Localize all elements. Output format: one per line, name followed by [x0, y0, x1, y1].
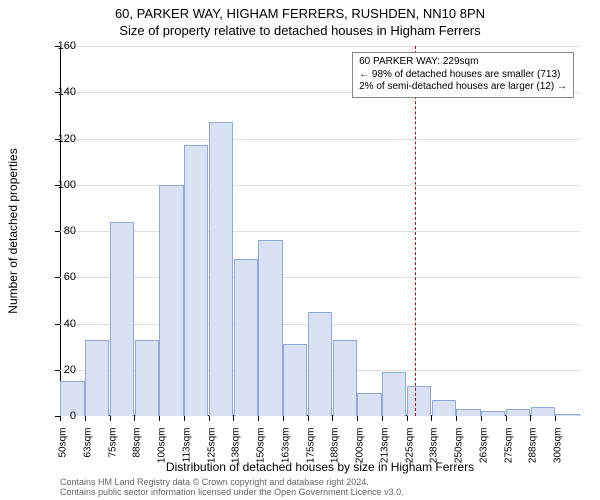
y-tick-label: 160 — [46, 40, 76, 52]
title-sub: Size of property relative to detached ho… — [0, 21, 600, 38]
x-tick-label: 238sqm — [429, 428, 440, 478]
x-tick-label: 175sqm — [305, 428, 316, 478]
grid-line — [60, 231, 580, 232]
x-tick — [407, 416, 408, 421]
histogram-bar — [333, 340, 357, 416]
x-tick — [258, 416, 259, 421]
x-tick-label: 275sqm — [503, 428, 514, 478]
histogram-bar — [432, 400, 456, 416]
x-tick — [506, 416, 507, 421]
x-tick-label: 75sqm — [107, 428, 118, 478]
grid-line — [60, 185, 580, 186]
plot-area: 60 PARKER WAY: 229sqm← 98% of detached h… — [60, 46, 580, 416]
x-tick-label: 188sqm — [330, 428, 341, 478]
x-tick — [456, 416, 457, 421]
x-tick — [530, 416, 531, 421]
x-tick — [481, 416, 482, 421]
x-tick — [308, 416, 309, 421]
x-tick — [159, 416, 160, 421]
histogram-bar — [258, 240, 282, 416]
x-tick-label: 63sqm — [82, 428, 93, 478]
annotation-line: 2% of semi-detached houses are larger (1… — [359, 81, 567, 94]
x-tick-label: 50sqm — [58, 428, 69, 478]
x-tick-label: 163sqm — [280, 428, 291, 478]
footer: Contains HM Land Registry data © Crown c… — [60, 478, 404, 498]
x-tick-label: 250sqm — [454, 428, 465, 478]
histogram-bar — [159, 185, 183, 416]
title-main: 60, PARKER WAY, HIGHAM FERRERS, RUSHDEN,… — [0, 0, 600, 21]
grid-line — [60, 139, 580, 140]
histogram-bar — [308, 312, 332, 416]
x-tick-label: 138sqm — [231, 428, 242, 478]
x-tick — [110, 416, 111, 421]
x-tick — [431, 416, 432, 421]
histogram-bar — [110, 222, 134, 416]
histogram-bar — [506, 409, 530, 416]
x-tick-label: 125sqm — [206, 428, 217, 478]
x-tick — [184, 416, 185, 421]
y-tick-label: 20 — [46, 364, 76, 376]
annotation-line: 60 PARKER WAY: 229sqm — [359, 56, 567, 69]
y-tick-label: 140 — [46, 86, 76, 98]
y-tick-label: 40 — [46, 318, 76, 330]
histogram-bar — [209, 122, 233, 416]
x-tick — [85, 416, 86, 421]
x-tick — [233, 416, 234, 421]
histogram-bar — [456, 409, 480, 416]
x-tick-label: 200sqm — [355, 428, 366, 478]
x-tick — [382, 416, 383, 421]
histogram-bar — [382, 372, 406, 416]
histogram-bar — [555, 414, 579, 416]
y-tick-label: 60 — [46, 271, 76, 283]
x-tick — [283, 416, 284, 421]
x-tick — [332, 416, 333, 421]
x-tick-label: 100sqm — [157, 428, 168, 478]
histogram-bar — [85, 340, 109, 416]
x-tick — [134, 416, 135, 421]
x-tick-label: 113sqm — [181, 428, 192, 478]
x-tick-label: 225sqm — [404, 428, 415, 478]
histogram-bar — [407, 386, 431, 416]
y-tick-label: 100 — [46, 179, 76, 191]
histogram-bar — [184, 145, 208, 416]
x-tick-label: 88sqm — [132, 428, 143, 478]
x-tick — [357, 416, 358, 421]
y-tick-label: 80 — [46, 225, 76, 237]
x-tick-label: 263sqm — [478, 428, 489, 478]
footer-line-2: Contains public sector information licen… — [60, 488, 404, 498]
histogram-bar — [135, 340, 159, 416]
x-tick — [209, 416, 210, 421]
x-tick-label: 213sqm — [379, 428, 390, 478]
histogram-bar — [283, 344, 307, 416]
annotation-line: ← 98% of detached houses are smaller (71… — [359, 69, 567, 82]
x-tick — [555, 416, 556, 421]
x-tick-label: 300sqm — [553, 428, 564, 478]
x-tick-label: 150sqm — [256, 428, 267, 478]
annotation-box: 60 PARKER WAY: 229sqm← 98% of detached h… — [352, 52, 574, 98]
histogram-bar — [234, 259, 258, 416]
histogram-bar — [357, 393, 381, 416]
histogram-bar — [531, 407, 555, 416]
chart-container: 60, PARKER WAY, HIGHAM FERRERS, RUSHDEN,… — [0, 0, 600, 500]
histogram-bar — [481, 411, 505, 416]
y-axis-label: Number of detached properties — [6, 46, 26, 416]
y-tick-label: 120 — [46, 133, 76, 145]
grid-line — [60, 277, 580, 278]
marker-line — [415, 46, 416, 416]
grid-line — [60, 46, 580, 47]
x-tick-label: 288sqm — [528, 428, 539, 478]
y-tick-label: 0 — [46, 410, 76, 422]
